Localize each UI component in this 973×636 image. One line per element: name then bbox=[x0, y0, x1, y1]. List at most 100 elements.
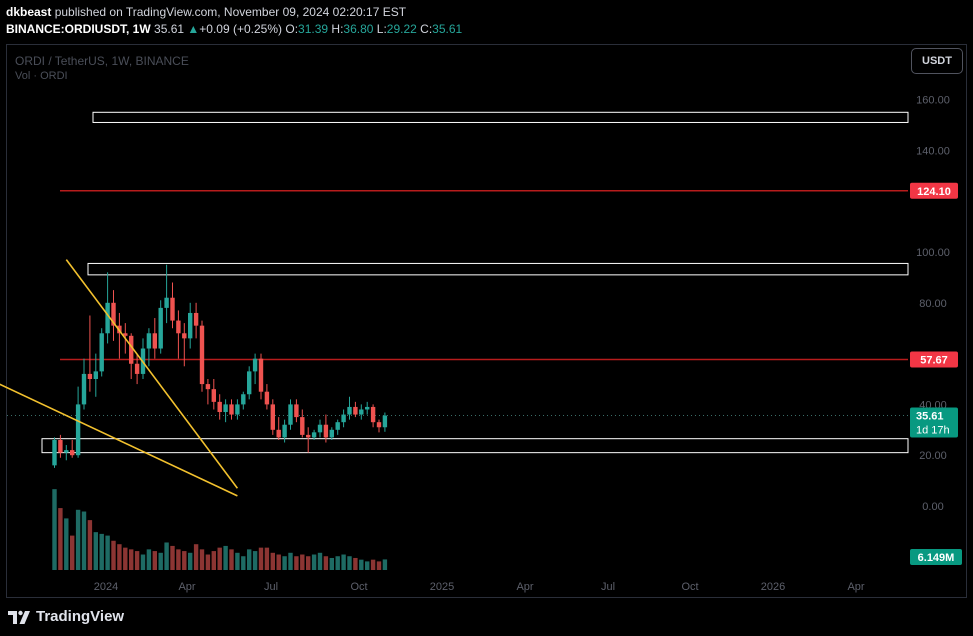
candle-body bbox=[311, 432, 317, 438]
volume-bar bbox=[105, 535, 110, 570]
volume-bar bbox=[129, 549, 134, 570]
legend-volume: Vol · ORDI bbox=[15, 70, 68, 82]
volume-bar bbox=[75, 509, 81, 570]
candle-body bbox=[129, 335, 134, 364]
open-label: O: bbox=[285, 22, 299, 36]
low-label: L: bbox=[376, 22, 387, 36]
x-tick-label: Jul bbox=[264, 581, 278, 593]
candle-body bbox=[365, 406, 370, 410]
volume-bar bbox=[329, 557, 334, 570]
candle-body bbox=[376, 422, 382, 428]
x-tick-label: Apr bbox=[847, 581, 864, 593]
candle-body bbox=[164, 297, 169, 308]
volume-bar bbox=[223, 545, 228, 570]
candle-body bbox=[188, 312, 193, 339]
candle-body bbox=[288, 404, 293, 425]
candle-body bbox=[370, 406, 376, 423]
candle-body bbox=[152, 333, 157, 349]
volume-bar bbox=[52, 489, 57, 570]
candle-body bbox=[276, 429, 281, 438]
candle-body bbox=[134, 363, 140, 374]
volume-bar bbox=[353, 557, 358, 570]
volume-bar bbox=[335, 556, 340, 570]
tradingview-brand: TradingView bbox=[36, 608, 125, 625]
volume-bar bbox=[146, 549, 152, 570]
volume-bar bbox=[158, 552, 163, 570]
candle-body bbox=[329, 429, 334, 438]
low-value: 29.22 bbox=[386, 22, 417, 36]
candle-body bbox=[123, 333, 128, 336]
volume-bar bbox=[140, 554, 146, 570]
y-tick-label: 80.00 bbox=[919, 298, 947, 310]
x-tick-label: Apr bbox=[516, 581, 533, 593]
volume-badge-bg bbox=[910, 549, 962, 565]
candle-body bbox=[323, 424, 329, 438]
volume-bar bbox=[70, 535, 75, 570]
candle-body bbox=[58, 439, 63, 453]
volume-bar bbox=[211, 551, 216, 570]
volume-bar bbox=[134, 551, 140, 570]
up-arrow-icon: ▲ bbox=[187, 22, 200, 36]
candle-body bbox=[294, 404, 299, 418]
candle-body bbox=[52, 439, 57, 466]
x-tick-label: 2024 bbox=[94, 581, 118, 593]
chart-frame[interactable] bbox=[6, 44, 967, 598]
current-price-badge-bg bbox=[910, 407, 958, 438]
x-tick-label: Oct bbox=[350, 581, 367, 593]
volume-bar bbox=[376, 561, 382, 570]
candle-body bbox=[247, 371, 252, 395]
x-tick-label: 2025 bbox=[430, 581, 454, 593]
candle-body bbox=[64, 450, 69, 453]
volume-bar bbox=[152, 551, 157, 570]
volume-bar bbox=[170, 545, 175, 570]
y-tick-label: 160.00 bbox=[916, 95, 950, 107]
legend-title: ORDI / TetherUS, 1W, BINANCE bbox=[15, 54, 189, 68]
candle-body bbox=[93, 371, 98, 379]
footer: TradingView bbox=[0, 600, 973, 636]
candle-body bbox=[75, 404, 81, 456]
wedge-trendline bbox=[65, 259, 239, 489]
volume-bar bbox=[382, 559, 388, 570]
ohlc-line: BINANCE:ORDIUSDT, 1W 35.61 ▲+0.09 (+0.25… bbox=[6, 22, 462, 36]
volume-bar bbox=[347, 556, 352, 570]
x-tick-label: Oct bbox=[681, 581, 698, 593]
wedge-trendline bbox=[0, 383, 238, 497]
candle-body bbox=[158, 307, 163, 349]
price-chart[interactable]: 160.00140.00100.0080.0040.0020.000.00202… bbox=[0, 0, 973, 600]
volume-bar bbox=[217, 547, 222, 570]
volume-bar bbox=[99, 533, 104, 570]
volume-bar bbox=[93, 532, 98, 570]
candle-body bbox=[241, 394, 246, 405]
volume-bar bbox=[205, 554, 211, 570]
chart-header: dkbeast published on TradingView.com, No… bbox=[0, 0, 973, 40]
volume-bar bbox=[81, 511, 87, 570]
tradingview-logo-icon bbox=[8, 610, 30, 624]
volume-bar bbox=[188, 552, 193, 570]
candle-body bbox=[347, 406, 352, 415]
y-tick-label: 0.00 bbox=[922, 501, 943, 513]
high-value: 36.80 bbox=[343, 22, 374, 36]
price-change: +0.09 (+0.25%) bbox=[199, 22, 283, 36]
candle-body bbox=[306, 434, 311, 438]
price-line-badge: 57.67 bbox=[920, 355, 948, 367]
volume-bar bbox=[365, 561, 370, 570]
volume-bar bbox=[323, 556, 329, 570]
published-text: published on TradingView.com, November 0… bbox=[54, 5, 407, 19]
volume-bar bbox=[282, 556, 287, 570]
candle-body bbox=[111, 302, 116, 326]
candle-body bbox=[205, 384, 211, 390]
candle-body bbox=[335, 422, 340, 430]
candle-body bbox=[235, 404, 240, 415]
candle-body bbox=[252, 358, 258, 372]
volume-bar bbox=[64, 518, 69, 570]
candle-body bbox=[341, 414, 346, 423]
price-line-badge: 124.10 bbox=[917, 186, 951, 198]
volume-bar bbox=[311, 554, 317, 570]
candle-body bbox=[81, 373, 87, 405]
tradingview-logo[interactable]: TradingView bbox=[8, 608, 124, 625]
currency-button[interactable]: USDT bbox=[911, 48, 963, 74]
close-value: 35.61 bbox=[432, 22, 463, 36]
volume-bar bbox=[111, 540, 116, 570]
candle-body bbox=[99, 333, 104, 372]
current-price-badge: 35.61 bbox=[916, 411, 944, 423]
